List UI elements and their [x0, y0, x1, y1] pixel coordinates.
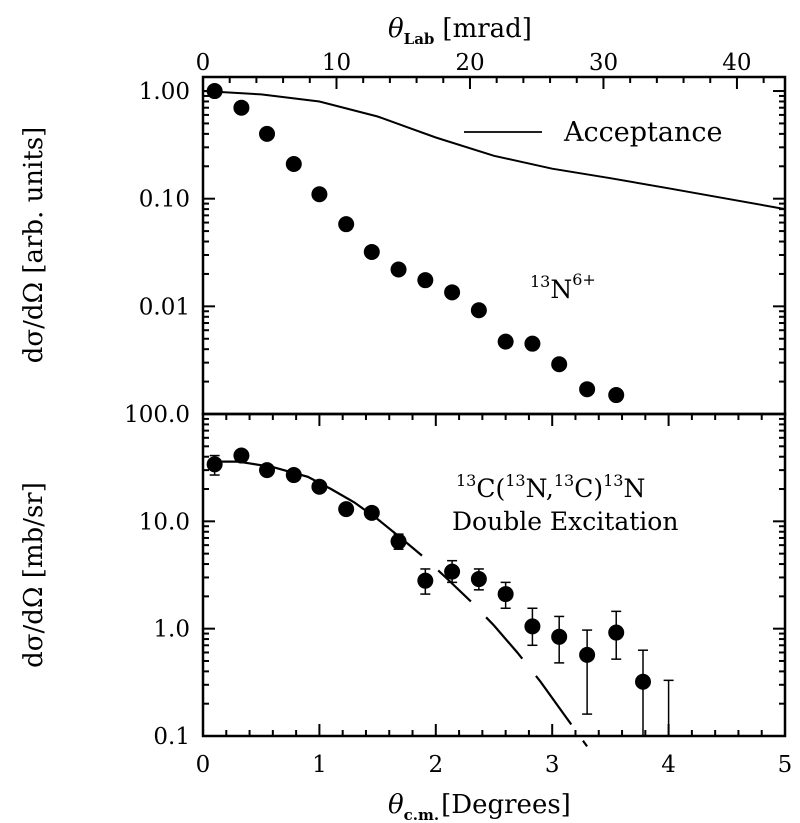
bottom-data-point — [444, 563, 461, 580]
bottom-data-point — [206, 456, 223, 473]
top-data-point — [551, 356, 568, 373]
top-data-point — [497, 333, 514, 350]
bottom-y-tick-label: 1.0 — [153, 617, 190, 643]
bottom-data-point — [417, 572, 434, 589]
bottom-data-point — [470, 571, 487, 588]
top-y-tick-label: 1.00 — [139, 79, 190, 105]
x-tick-label: 5 — [778, 752, 793, 778]
legend: Acceptance — [464, 117, 722, 148]
x-tick-label: 1 — [312, 752, 327, 778]
bottom-data-point — [551, 628, 568, 645]
top-x-tick-label: 0 — [196, 50, 211, 76]
bottom-x-axis-symbol: θ — [388, 790, 404, 820]
top-x-axis-subscript: Lab — [404, 30, 435, 48]
bottom-data-point — [233, 447, 250, 464]
top-data-point — [233, 99, 250, 116]
bottom-data-point — [390, 533, 407, 550]
bottom-y-tick-label: 100.0 — [124, 402, 190, 428]
bottom-data-point — [497, 586, 514, 603]
top-data-point — [390, 261, 407, 278]
reaction-part-2: N, — [526, 474, 554, 503]
top-data-point — [311, 186, 328, 203]
bottom-data-point — [311, 478, 328, 495]
top-data-point — [579, 381, 596, 398]
bottom-panel-reaction-label: 13C(13N,13C)13N — [456, 471, 645, 503]
bottom-data-point — [634, 673, 651, 690]
top-data-point — [524, 335, 541, 352]
reaction-mass-3: 13 — [554, 471, 574, 490]
bottom-y-axis-title: dσ/dΩ [mb/sr] — [19, 482, 49, 668]
bottom-x-axis-unit: [Degrees] — [441, 790, 571, 820]
legend-label-acceptance: Acceptance — [563, 117, 722, 148]
top-data-point — [417, 272, 434, 289]
bottom-x-axis-subscript: c.m. — [404, 806, 439, 823]
annotation-charge: 6+ — [572, 270, 596, 289]
top-y-tick-label: 0.10 — [139, 187, 190, 213]
bottom-data-point — [524, 618, 541, 635]
reaction-part-1: C( — [476, 474, 505, 503]
top-x-tick-label: 20 — [455, 50, 484, 76]
x-tick-label: 4 — [661, 752, 676, 778]
top-x-axis-unit: [mrad] — [442, 14, 532, 44]
top-data-point — [444, 284, 461, 301]
acceptance-curve — [202, 90, 786, 211]
top-x-tick-label: 10 — [322, 50, 351, 76]
reaction-part-3: C) — [574, 474, 603, 503]
curves-layer — [202, 90, 786, 748]
ticks-layer — [202, 77, 786, 737]
bottom-x-axis-title: θc.m.[Degrees] — [388, 790, 571, 823]
bottom-y-tick-label: 10.0 — [139, 509, 190, 535]
x-tick-label: 0 — [196, 752, 211, 778]
bottom-data-point — [259, 462, 276, 479]
bottom-data-point — [363, 504, 380, 521]
reaction-mass-1: 13 — [456, 471, 476, 490]
top-x-axis-title: θLab [mrad] — [388, 14, 532, 48]
top-data-point — [608, 387, 625, 404]
reaction-mass-2: 13 — [505, 471, 525, 490]
top-panel-annotation: 13N6+ — [530, 270, 596, 304]
reaction-part-4: N — [623, 474, 645, 503]
reaction-mass-4: 13 — [603, 471, 623, 490]
top-data-point — [206, 83, 223, 100]
bottom-panel-subtitle: Double Excitation — [452, 507, 678, 536]
markers-layer — [206, 83, 674, 736]
top-x-tick-label: 30 — [589, 50, 618, 76]
top-x-axis-symbol: θ — [388, 14, 404, 44]
bottom-data-point — [579, 646, 596, 663]
annotation-element: N — [550, 275, 572, 304]
fit-curve — [208, 460, 588, 748]
top-y-axis-title: dσ/dΩ [arb. units] — [19, 127, 49, 364]
annotation-mass-number: 13 — [530, 272, 550, 291]
top-data-point — [363, 243, 380, 260]
tick-labels-layer: 0 1 2 3 4 5 0 10 20 30 40 1.00 0.10 0.01 100.0 10.0 1.0 0… — [124, 50, 792, 778]
bottom-y-tick-label: 0.1 — [153, 724, 190, 750]
x-tick-label: 3 — [545, 752, 560, 778]
top-data-point — [338, 216, 355, 233]
top-data-point — [470, 302, 487, 319]
top-data-point — [285, 155, 302, 172]
x-tick-label: 2 — [428, 752, 443, 778]
bottom-data-point — [608, 624, 625, 641]
top-data-point — [259, 125, 276, 142]
bottom-data-point — [285, 467, 302, 484]
top-y-tick-label: 0.01 — [139, 294, 190, 320]
top-x-tick-label: 40 — [722, 50, 751, 76]
bottom-data-point — [338, 501, 355, 518]
bottom-plot-frame — [201, 412, 787, 738]
